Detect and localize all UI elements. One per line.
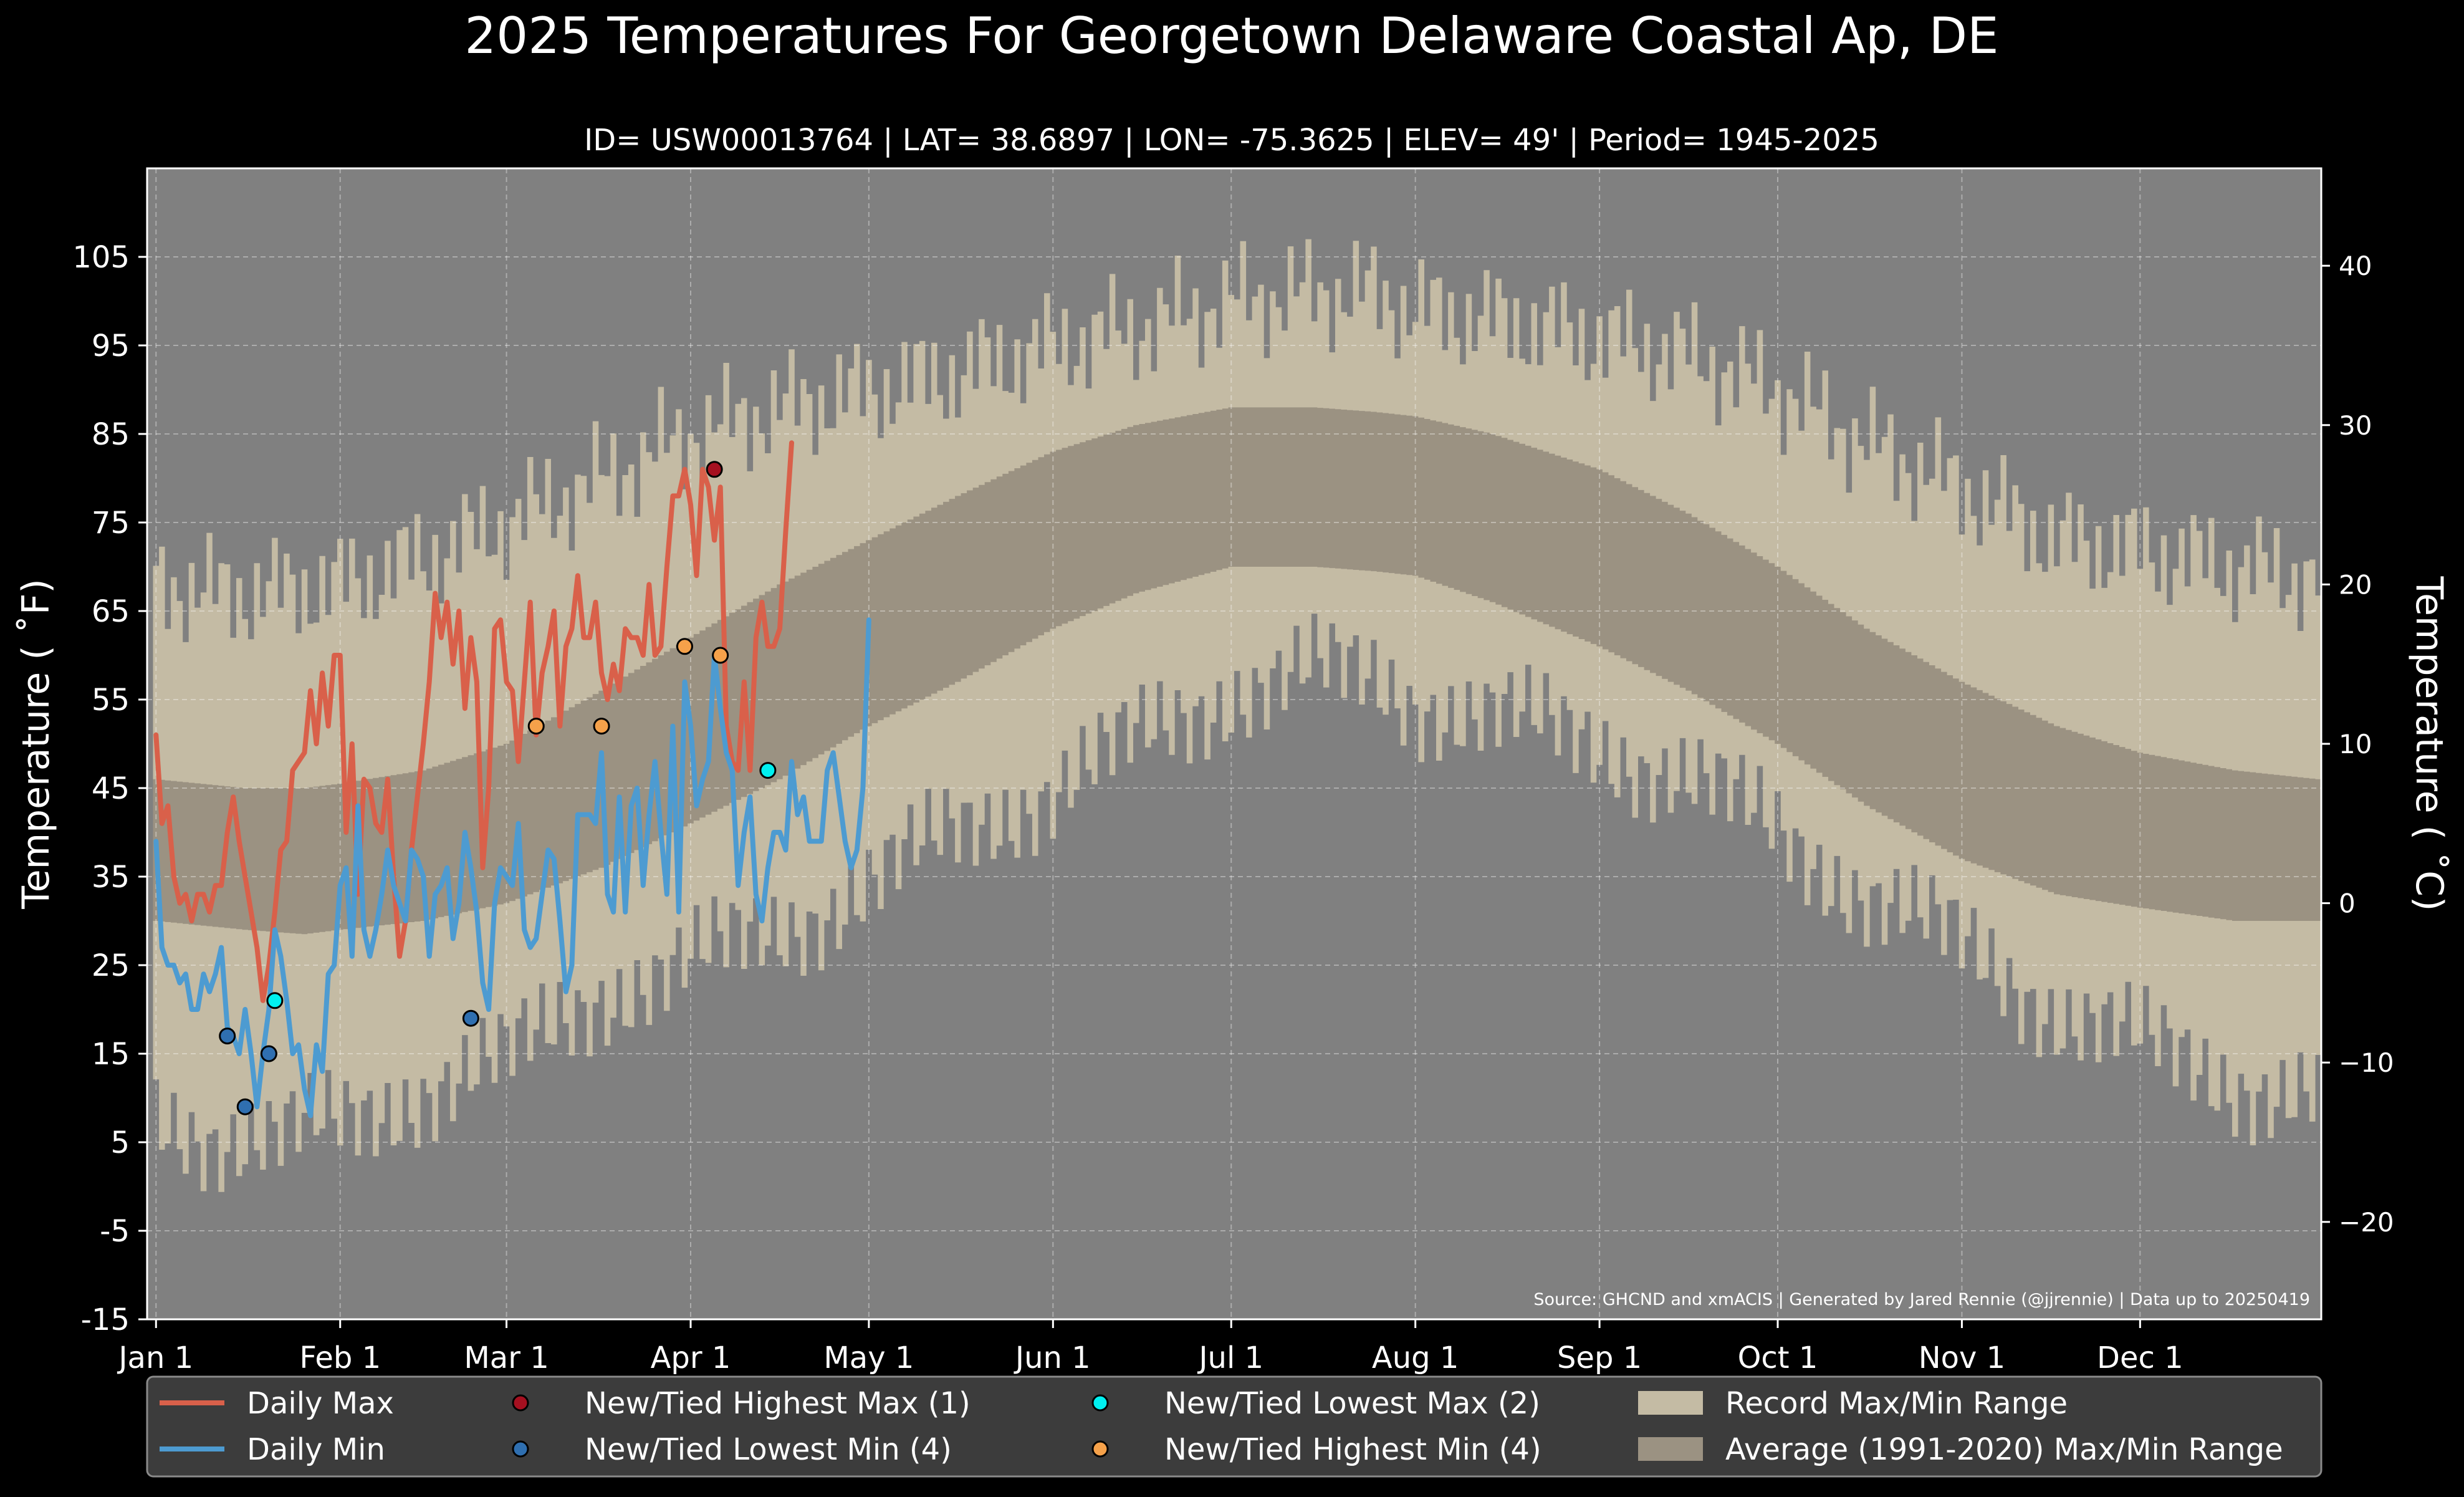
legend-swatch-dot bbox=[512, 1394, 529, 1412]
y-tick-label-right: −20 bbox=[2339, 1207, 2394, 1238]
legend-swatch-box bbox=[1638, 1391, 1703, 1415]
legend: Daily Max Daily Min New/Tied Highest Max (… bbox=[160, 1386, 2283, 1467]
y-axis-label-left: Temperature ( ˚F) bbox=[14, 579, 58, 910]
x-tick-label: Jul 1 bbox=[1197, 1341, 1263, 1375]
legend-swatch-box bbox=[1638, 1437, 1703, 1461]
x-tick-label: Mar 1 bbox=[464, 1341, 549, 1375]
chart-subtitle: ID= USW00013764 | LAT= 38.6897 | LON= -7… bbox=[584, 123, 1879, 158]
chart-title: 2025 Temperatures For Georgetown Delawar… bbox=[464, 7, 1998, 65]
y-tick-label-left: 85 bbox=[92, 417, 130, 452]
y-axis-label-right: Temperature ( ˚C) bbox=[2407, 576, 2451, 912]
x-axis: Jan 1 Feb 1 Mar 1 Apr 1 May 1 Jun 1 Jul 1 Aug 1… bbox=[117, 1319, 2184, 1375]
y-tick-label-right: 40 bbox=[2339, 251, 2372, 281]
legend-label: New/Tied Highest Min (4) bbox=[1164, 1432, 1541, 1467]
x-tick-label: Feb 1 bbox=[299, 1341, 381, 1375]
y-tick-label-left: 45 bbox=[92, 771, 130, 806]
source-note: Source: GHCND and xmACIS | Generated by … bbox=[1533, 1290, 2310, 1309]
y-tick-label-right: 20 bbox=[2339, 569, 2372, 600]
y-tick-label-left: 65 bbox=[92, 594, 130, 629]
legend-box bbox=[146, 1375, 2323, 1478]
legend-swatch-dot bbox=[1091, 1394, 1109, 1412]
y-tick-label-left: -15 bbox=[81, 1302, 130, 1337]
legend-label: Daily Min bbox=[247, 1432, 385, 1467]
x-tick-label: Nov 1 bbox=[1919, 1341, 2005, 1375]
record-point bbox=[759, 762, 777, 779]
record-point bbox=[712, 647, 729, 664]
record-point bbox=[527, 718, 545, 735]
record-range-band bbox=[153, 239, 2321, 1192]
y-tick-label-left: -5 bbox=[100, 1214, 130, 1249]
y-axis-right: −20 −10 0 10 20 30 40 bbox=[2321, 251, 2394, 1238]
record-point bbox=[593, 718, 610, 735]
y-tick-label-left: 95 bbox=[92, 329, 130, 363]
legend-label: New/Tied Highest Max (1) bbox=[585, 1386, 971, 1421]
record-point bbox=[706, 461, 723, 478]
legend-label: Daily Max bbox=[247, 1386, 394, 1421]
y-tick-label-left: 15 bbox=[92, 1037, 130, 1072]
y-tick-label-left: 55 bbox=[92, 683, 130, 718]
legend-label: Average (1991-2020) Max/Min Range bbox=[1725, 1432, 2283, 1467]
y-tick-label-left: 25 bbox=[92, 948, 130, 983]
y-tick-label-left: 35 bbox=[92, 860, 130, 895]
y-tick-label-right: 10 bbox=[2339, 729, 2372, 759]
daily-min-line bbox=[153, 617, 871, 1119]
record-point bbox=[676, 638, 693, 655]
x-tick-label: Dec 1 bbox=[2097, 1341, 2184, 1375]
x-tick-label: Apr 1 bbox=[651, 1341, 731, 1375]
y-axis-left: -15 -5 5 15 25 35 45 55 65 75 85 95 105 bbox=[72, 240, 147, 1337]
x-tick-label: Oct 1 bbox=[1738, 1341, 1818, 1375]
record-markers bbox=[219, 461, 777, 1115]
x-tick-label: Sep 1 bbox=[1557, 1341, 1642, 1375]
x-tick-label: Jan 1 bbox=[117, 1341, 193, 1375]
y-tick-label-left: 5 bbox=[110, 1125, 130, 1160]
daily-series bbox=[153, 440, 871, 1119]
y-tick-label-left: 75 bbox=[92, 506, 130, 541]
record-point bbox=[236, 1098, 254, 1115]
y-tick-label-right: 0 bbox=[2339, 888, 2356, 919]
x-tick-label: Aug 1 bbox=[1372, 1341, 1459, 1375]
legend-label: New/Tied Lowest Min (4) bbox=[585, 1432, 952, 1467]
legend-label: Record Max/Min Range bbox=[1725, 1386, 2068, 1421]
record-point bbox=[260, 1045, 277, 1062]
y-tick-label-right: 30 bbox=[2339, 410, 2372, 441]
daily-max-line bbox=[153, 440, 794, 1003]
legend-swatch-dot bbox=[1091, 1440, 1109, 1458]
record-point bbox=[219, 1028, 236, 1045]
y-tick-label-left: 105 bbox=[72, 240, 130, 275]
x-tick-label: Jun 1 bbox=[1014, 1341, 1091, 1375]
y-tick-label-right: −10 bbox=[2339, 1047, 2394, 1078]
x-tick-label: May 1 bbox=[823, 1341, 914, 1375]
record-point bbox=[266, 992, 284, 1009]
legend-swatch-dot bbox=[512, 1440, 529, 1458]
record-point bbox=[462, 1009, 479, 1027]
legend-label: New/Tied Lowest Max (2) bbox=[1164, 1386, 1540, 1421]
